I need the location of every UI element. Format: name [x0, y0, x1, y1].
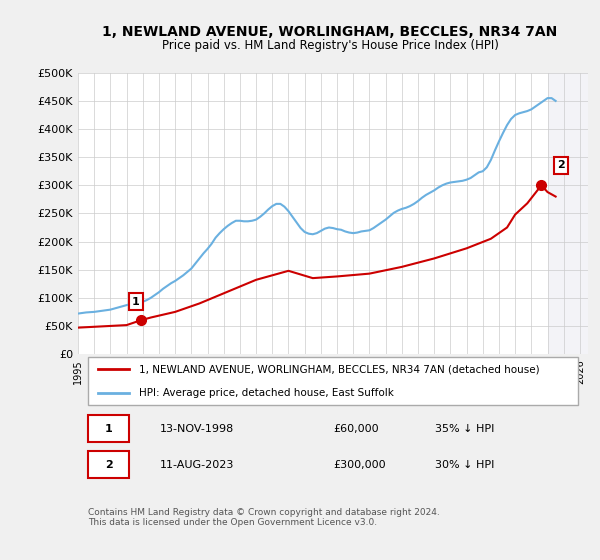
Text: Contains HM Land Registry data © Crown copyright and database right 2024.
This d: Contains HM Land Registry data © Crown c…: [88, 508, 440, 527]
Text: 13-NOV-1998: 13-NOV-1998: [160, 423, 234, 433]
FancyBboxPatch shape: [88, 415, 129, 442]
Text: 1, NEWLAND AVENUE, WORLINGHAM, BECCLES, NR34 7AN: 1, NEWLAND AVENUE, WORLINGHAM, BECCLES, …: [103, 25, 557, 39]
FancyBboxPatch shape: [88, 451, 129, 478]
Text: £60,000: £60,000: [333, 423, 379, 433]
Text: 30% ↓ HPI: 30% ↓ HPI: [435, 460, 494, 470]
Text: £300,000: £300,000: [333, 460, 386, 470]
Text: HPI: Average price, detached house, East Suffolk: HPI: Average price, detached house, East…: [139, 388, 394, 398]
Bar: [548, 73, 588, 354]
Text: 2: 2: [105, 460, 112, 470]
Text: 2: 2: [557, 160, 565, 170]
Text: 1: 1: [132, 297, 140, 306]
Text: 1, NEWLAND AVENUE, WORLINGHAM, BECCLES, NR34 7AN (detached house): 1, NEWLAND AVENUE, WORLINGHAM, BECCLES, …: [139, 364, 540, 374]
Text: Price paid vs. HM Land Registry's House Price Index (HPI): Price paid vs. HM Land Registry's House …: [161, 39, 499, 52]
Text: 11-AUG-2023: 11-AUG-2023: [160, 460, 234, 470]
FancyBboxPatch shape: [88, 357, 578, 405]
Text: 1: 1: [105, 423, 112, 433]
Text: 35% ↓ HPI: 35% ↓ HPI: [435, 423, 494, 433]
